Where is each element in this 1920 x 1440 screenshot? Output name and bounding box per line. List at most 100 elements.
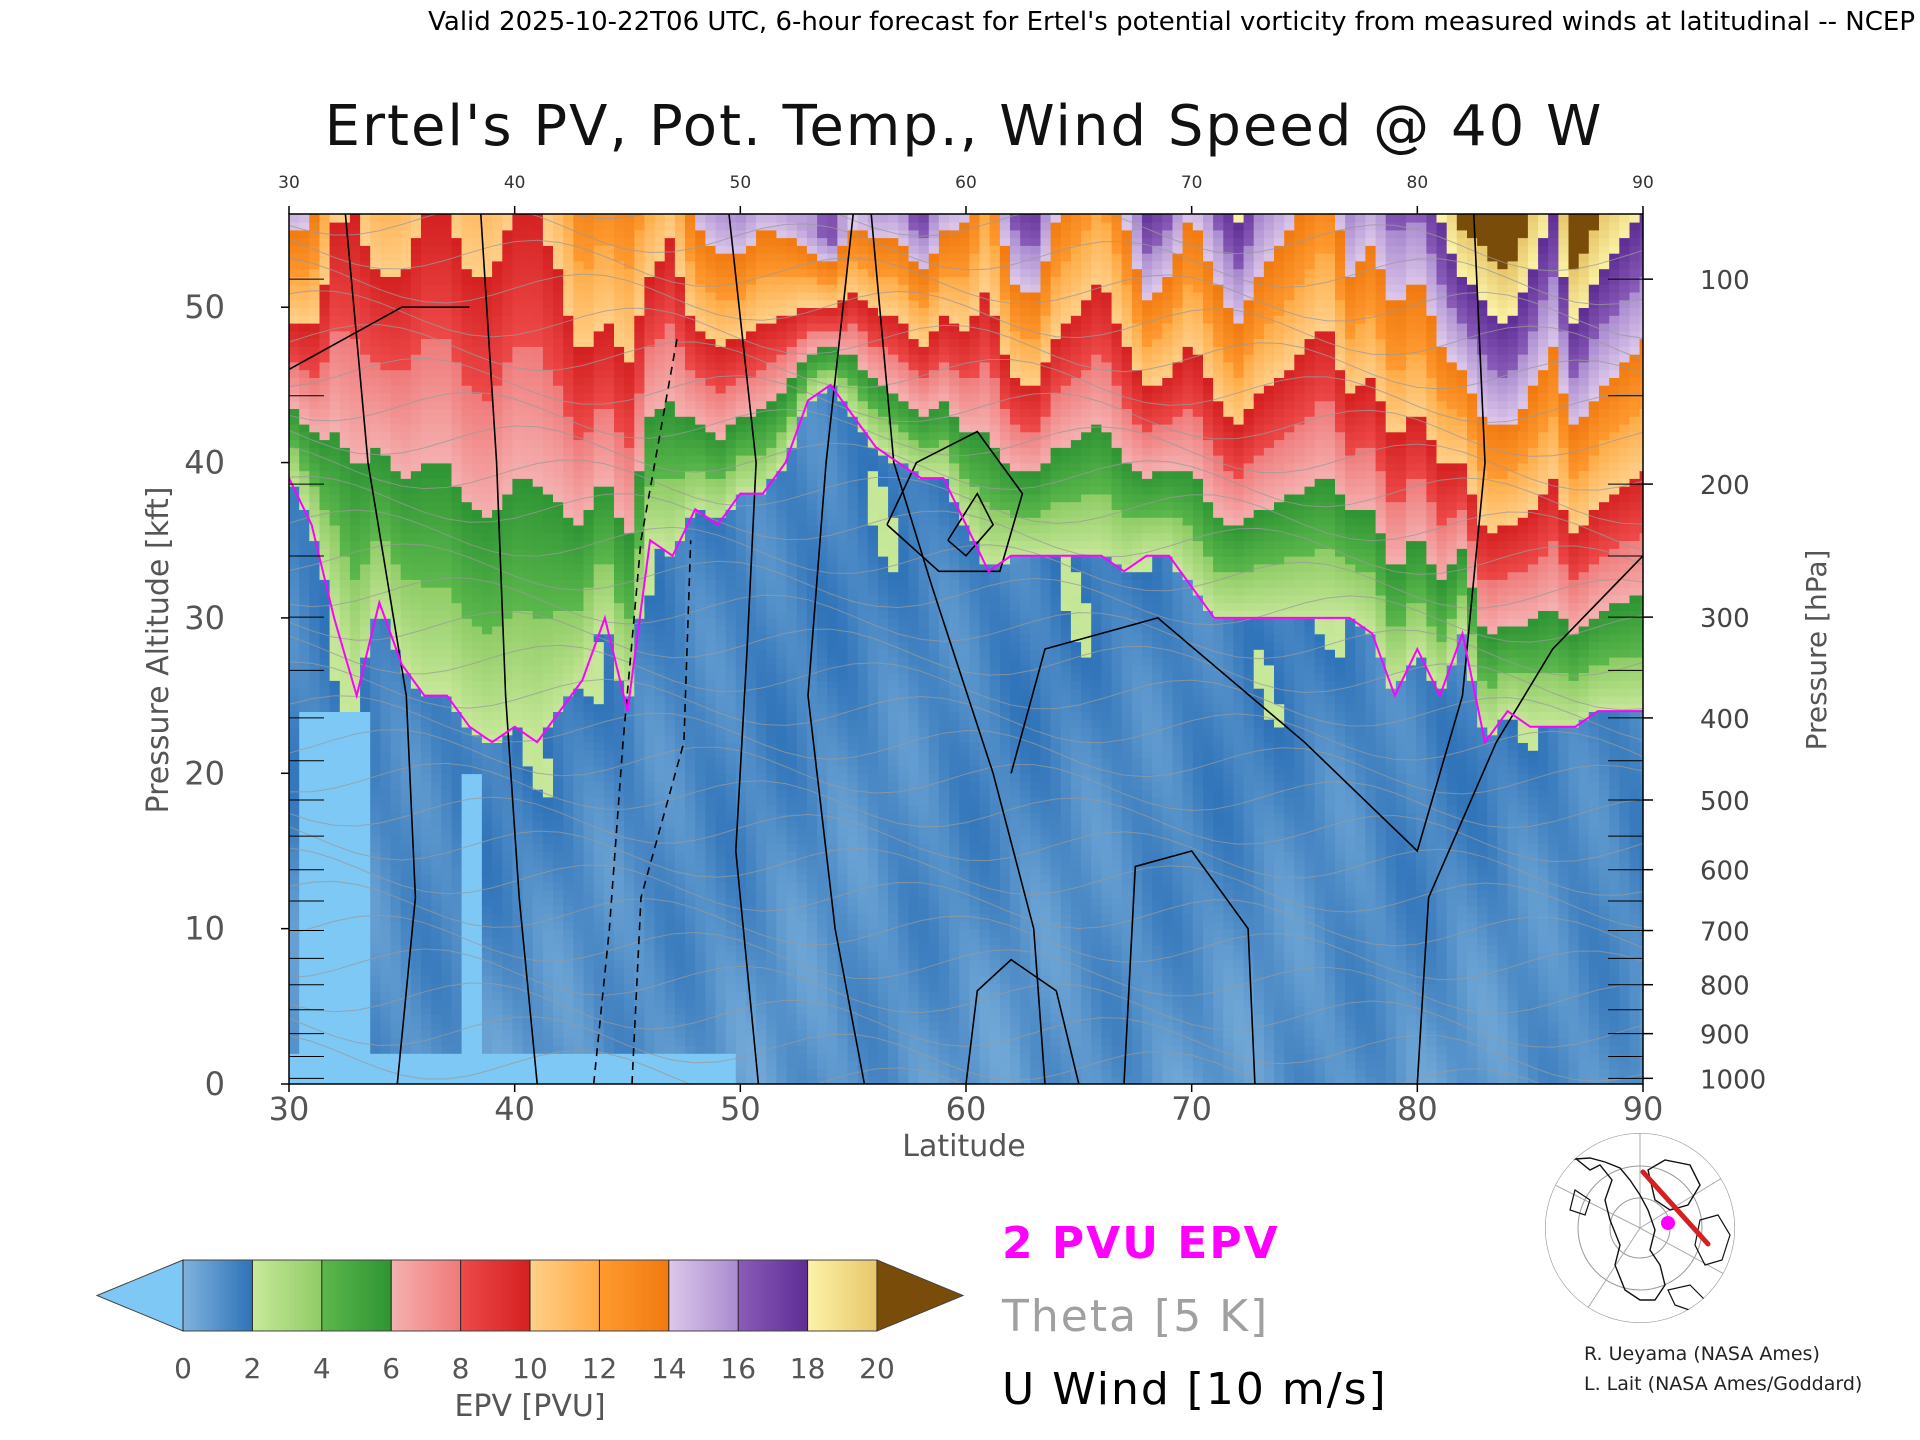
epv-cell [573,540,585,549]
epv-cell [390,936,402,945]
epv-cell [593,516,605,526]
epv-cell [492,252,504,262]
epv-cell [400,252,412,262]
epv-cell [502,1029,514,1039]
epv-cell [471,711,483,720]
epv-cell [461,384,473,394]
epv-cell [492,750,504,759]
epv-cell [664,975,676,984]
epv-cell [532,843,544,852]
epv-cell [685,990,696,1000]
epv-cell [360,827,372,837]
epv-cell [441,1021,453,1031]
epv-cell [573,322,585,332]
epv-cell [725,718,737,728]
epv-cell [674,765,686,775]
epv-cell [512,990,524,1000]
epv-cell [542,920,554,930]
epv-cell [542,1076,554,1084]
epv-cell [471,602,483,611]
epv-cell [329,897,341,907]
epv-cell [573,586,585,596]
epv-cell [339,252,351,262]
epv-cell [471,617,483,627]
epv-cell [634,540,646,549]
epv-cell [410,928,422,938]
epv-cell [644,827,656,837]
epv-cell [553,276,564,285]
epv-cell [573,509,585,518]
epv-cell [390,920,402,930]
epv-cell [339,928,351,938]
epv-cell [481,555,493,565]
epv-cell [349,757,361,767]
epv-cell [563,478,575,487]
epv-cell [349,1060,361,1070]
epv-cell [695,874,707,883]
epv-cell [634,983,646,992]
epv-cell [349,1068,361,1078]
epv-cell [583,905,595,914]
epv-cell [421,1068,432,1078]
epv-cell [542,617,554,627]
epv-cell [634,819,646,829]
epv-cell [624,548,636,557]
epv-cell [451,1068,463,1078]
epv-cell [502,423,514,433]
epv-cell [400,858,412,868]
epv-cell [603,416,615,425]
epv-cell [573,431,585,441]
epv-cell [553,726,564,736]
epv-cell [471,983,483,992]
epv-cell [309,369,321,378]
epv-cell [441,1045,453,1054]
epv-cell [370,462,382,472]
epv-cell [461,299,473,308]
epv-cell [309,920,321,930]
epv-cell [390,990,402,1000]
epv-cell [471,307,483,316]
epv-cell [725,625,737,635]
epv-cell [421,967,432,977]
epv-cell [471,416,483,425]
epv-cell [421,509,432,518]
epv-cell [593,703,605,712]
epv-cell [532,718,544,728]
epv-cell [319,439,331,448]
epv-cell [705,524,717,534]
epv-cell [634,649,646,658]
epv-cell [492,416,504,425]
epv-cell [441,283,453,293]
epv-cell [532,454,544,464]
epv-cell [735,726,747,736]
epv-cell [512,416,524,425]
epv-cell [542,843,554,852]
epv-cell [309,703,321,712]
epv-cell [573,462,585,472]
epv-cell [339,454,351,464]
epv-cell [542,835,554,844]
epv-cell [390,835,402,844]
epv-cell [299,819,311,829]
epv-cell [390,866,402,876]
epv-cell [360,617,372,627]
epv-cell [553,1014,564,1023]
epv-cell [289,866,300,876]
epv-cell [471,509,483,518]
epv-cell [725,586,737,596]
epv-cell [542,377,554,386]
epv-cell [512,765,524,775]
epv-cell [471,431,483,441]
epv-cell [502,1037,514,1046]
epv-cell [644,470,656,479]
epv-cell [441,641,453,650]
epv-cell [309,283,321,293]
epv-cell [664,1014,676,1023]
epv-cell [289,905,300,914]
epv-cell [360,501,372,510]
epv-cell [512,338,524,347]
epv-cell [563,983,575,992]
epv-cell [390,555,402,565]
epv-cell [421,773,432,782]
epv-cell [695,703,707,712]
